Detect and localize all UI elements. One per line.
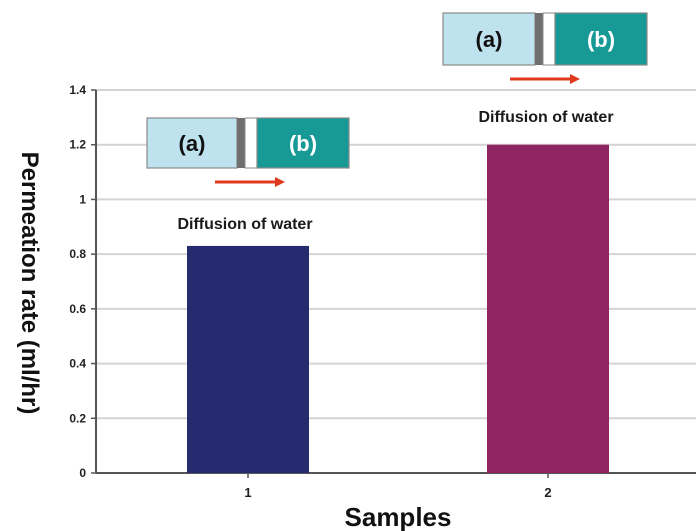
compartment-b [256, 117, 350, 169]
y-axis-title: Permeation rate (ml/hr) [16, 152, 43, 415]
diffusion-arrowhead [570, 74, 580, 84]
membrane-gap [244, 117, 258, 169]
compartment-a-label: (a) [179, 131, 206, 156]
compartment-a [146, 117, 238, 169]
diffusion-annotation: Diffusion of water [177, 216, 312, 233]
tick-labels: 0 0.2 0.4 0.6 0.8 1 1.2 1.4 1 2 [69, 83, 551, 500]
x-tick-label: 1 [244, 485, 251, 500]
compartment-b [554, 12, 648, 66]
membrane-gap [542, 12, 556, 66]
diffusion-diagram: (a) (b) [442, 12, 648, 84]
compartment-a [442, 12, 536, 66]
diffusion-annotation: Diffusion of water [478, 109, 613, 126]
diffusion-diagram: (a) (b) [146, 117, 350, 187]
compartment-b-label: (b) [587, 27, 615, 52]
membrane [535, 13, 543, 65]
y-tick-label: 1.4 [69, 83, 86, 97]
y-tick-label: 0.4 [69, 357, 86, 371]
y-tick-label: 1.2 [69, 138, 86, 152]
y-tick-label: 0.2 [69, 411, 86, 425]
bar-sample-2 [487, 144, 609, 473]
compartment-b-label: (b) [289, 131, 317, 156]
y-tick-label: 0.8 [69, 247, 86, 261]
y-tick-label: 1 [79, 192, 86, 206]
diffusion-arrowhead [275, 177, 285, 187]
x-axis-title: Samples [345, 502, 452, 531]
membrane [237, 118, 245, 168]
y-tick-label: 0 [79, 466, 86, 480]
x-tick-label: 2 [544, 485, 551, 500]
y-tick-label: 0.6 [69, 302, 86, 316]
bars [187, 144, 609, 473]
compartment-a-label: (a) [476, 27, 503, 52]
bar-sample-1 [187, 245, 309, 473]
